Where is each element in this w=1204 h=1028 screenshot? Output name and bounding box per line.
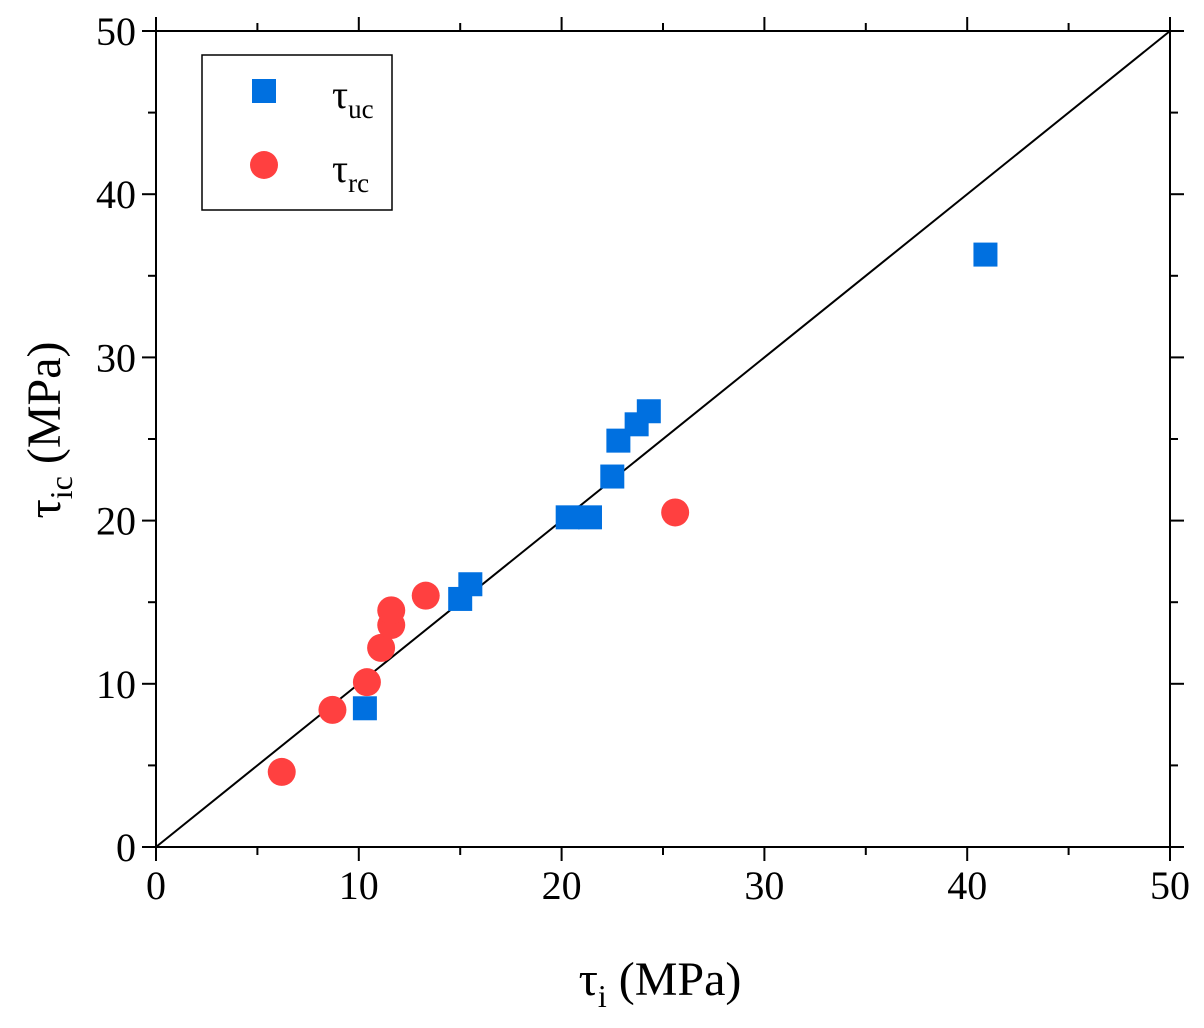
legend: τuc τrc bbox=[201, 54, 393, 211]
data-point-circle-2 bbox=[352, 668, 381, 697]
legend-label-symbol: τ bbox=[332, 146, 348, 191]
y-tick-label: 10 bbox=[96, 662, 136, 707]
y-axis-title-symbol: τ bbox=[18, 499, 71, 518]
y-tick-label: 0 bbox=[116, 825, 136, 870]
data-point-circle-3 bbox=[367, 633, 396, 662]
data-point-circle-0 bbox=[267, 757, 296, 786]
data-point-square-0 bbox=[352, 696, 377, 721]
legend-label-tau-rc: τrc bbox=[332, 146, 369, 198]
data-point-square-3 bbox=[555, 505, 580, 530]
x-axis-title-subscript: i bbox=[598, 978, 607, 1014]
y-axis-title: τic (MPa) bbox=[18, 341, 79, 518]
x-axis-title-unit: (MPa) bbox=[607, 953, 742, 1006]
data-point-circle-1 bbox=[318, 695, 347, 724]
data-point-circle-7 bbox=[661, 498, 690, 527]
x-axis-title-symbol: τ bbox=[579, 953, 598, 1006]
legend-label-subscript: uc bbox=[348, 94, 374, 124]
x-tick-label: 0 bbox=[146, 863, 166, 908]
y-tick-label: 30 bbox=[96, 335, 136, 380]
x-tick-label: 30 bbox=[744, 863, 784, 908]
data-point-circle-5 bbox=[377, 596, 406, 625]
legend-marker-circle bbox=[250, 151, 278, 179]
x-tick-label: 20 bbox=[542, 863, 582, 908]
y-tick-label: 20 bbox=[96, 499, 136, 544]
data-point-square-2 bbox=[458, 572, 483, 597]
legend-label-tau-uc: τuc bbox=[332, 72, 374, 124]
x-tick-label: 50 bbox=[1150, 863, 1190, 908]
x-axis-title: τi (MPa) bbox=[579, 953, 742, 1014]
y-tick-label: 50 bbox=[96, 9, 136, 54]
y-axis-title-subscript: ic bbox=[43, 476, 79, 499]
legend-label-symbol: τ bbox=[332, 72, 348, 117]
data-point-square-8 bbox=[636, 399, 661, 424]
data-point-square-9 bbox=[973, 242, 998, 267]
data-point-circle-6 bbox=[411, 581, 440, 610]
data-point-square-5 bbox=[600, 464, 625, 489]
x-tick-label: 40 bbox=[947, 863, 987, 908]
y-axis-title-unit: (MPa) bbox=[18, 341, 71, 476]
x-tick-label: 10 bbox=[339, 863, 379, 908]
y-tick-label: 40 bbox=[96, 172, 136, 217]
plot-content bbox=[155, 30, 1171, 848]
legend-marker-square bbox=[252, 79, 276, 103]
legend-label-subscript: rc bbox=[348, 168, 369, 198]
data-point-square-4 bbox=[577, 505, 602, 530]
legend-box bbox=[201, 54, 393, 211]
axis-ticks: 0 10 20 30 40 50 0 10 20 30 40 50 bbox=[96, 9, 1190, 908]
